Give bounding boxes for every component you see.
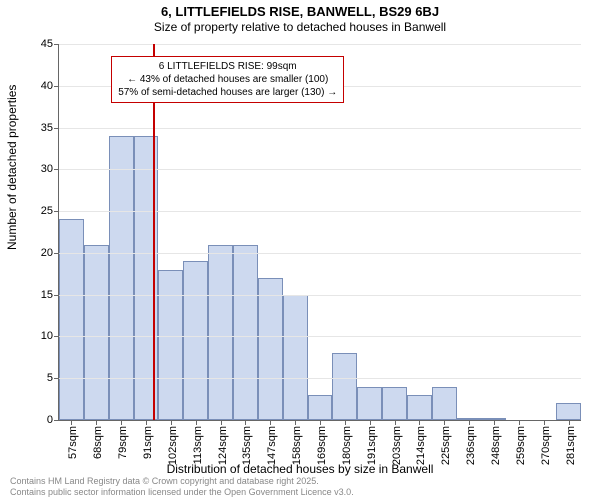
histogram-bar xyxy=(158,270,183,420)
xtick-mark xyxy=(196,420,197,425)
xtick-label: 147sqm xyxy=(266,426,278,465)
xtick-mark xyxy=(121,420,122,425)
ytick-label: 5 xyxy=(47,372,59,384)
ytick-label: 45 xyxy=(41,38,59,50)
histogram-bar xyxy=(382,387,407,420)
xtick-mark xyxy=(270,420,271,425)
ytick-label: 0 xyxy=(47,414,59,426)
xtick-mark xyxy=(245,420,246,425)
gridline xyxy=(59,128,581,129)
xtick-label: 79sqm xyxy=(117,426,129,459)
xtick-mark xyxy=(519,420,520,425)
xtick-label: 113sqm xyxy=(192,426,204,464)
histogram-bar xyxy=(59,219,84,420)
xtick-label: 270sqm xyxy=(540,426,552,465)
footer-line2: Contains public sector information licen… xyxy=(10,487,354,498)
ytick-label: 25 xyxy=(41,205,59,217)
ytick-label: 15 xyxy=(41,289,59,301)
xtick-label: 124sqm xyxy=(217,426,229,465)
xtick-mark xyxy=(444,420,445,425)
xtick-mark xyxy=(146,420,147,425)
xtick-label: 236sqm xyxy=(465,426,477,465)
gridline xyxy=(59,336,581,337)
histogram-bar xyxy=(357,387,382,420)
gridline xyxy=(59,44,581,45)
xtick-mark xyxy=(395,420,396,425)
xtick-label: 135sqm xyxy=(241,426,253,465)
annotation-line2: ← 43% of detached houses are smaller (10… xyxy=(118,73,337,86)
histogram-bar xyxy=(208,245,233,420)
xtick-mark xyxy=(320,420,321,425)
xtick-label: 91sqm xyxy=(142,426,154,459)
ytick-label: 35 xyxy=(41,122,59,134)
xtick-mark xyxy=(419,420,420,425)
xtick-label: 57sqm xyxy=(67,426,79,459)
xtick-mark xyxy=(544,420,545,425)
footer: Contains HM Land Registry data © Crown c… xyxy=(10,476,354,498)
histogram-bar xyxy=(84,245,109,420)
footer-line1: Contains HM Land Registry data © Crown c… xyxy=(10,476,354,487)
ytick-label: 40 xyxy=(41,80,59,92)
ytick-label: 30 xyxy=(41,163,59,175)
histogram-bar xyxy=(233,245,258,420)
xtick-label: 248sqm xyxy=(490,426,502,465)
histogram-bar xyxy=(308,395,333,420)
xtick-mark xyxy=(494,420,495,425)
histogram-bar xyxy=(556,403,581,420)
xtick-label: 180sqm xyxy=(341,426,353,465)
xtick-label: 259sqm xyxy=(515,426,527,465)
chart-title-sub: Size of property relative to detached ho… xyxy=(0,20,600,34)
xtick-label: 191sqm xyxy=(366,426,378,465)
annotation-line3: 57% of semi-detached houses are larger (… xyxy=(118,86,337,99)
x-axis-label: Distribution of detached houses by size … xyxy=(0,462,600,476)
ytick-label: 10 xyxy=(41,330,59,342)
xtick-mark xyxy=(469,420,470,425)
xtick-mark xyxy=(171,420,172,425)
xtick-mark xyxy=(370,420,371,425)
xtick-label: 281sqm xyxy=(565,426,577,465)
xtick-label: 169sqm xyxy=(316,426,328,465)
xtick-label: 225sqm xyxy=(440,426,452,465)
histogram-bar xyxy=(283,295,308,420)
histogram-bar xyxy=(183,261,208,420)
xtick-mark xyxy=(345,420,346,425)
histogram-bar xyxy=(432,387,457,420)
histogram-bar xyxy=(332,353,357,420)
xtick-label: 203sqm xyxy=(391,426,403,465)
xtick-label: 102sqm xyxy=(167,426,179,465)
xtick-label: 214sqm xyxy=(415,426,427,465)
histogram-bar xyxy=(407,395,432,420)
annotation-box: 6 LITTLEFIELDS RISE: 99sqm← 43% of detac… xyxy=(111,56,344,103)
gridline xyxy=(59,169,581,170)
ytick-label: 20 xyxy=(41,247,59,259)
plot-area: 051015202530354045 57sqm68sqm79sqm91sqm1… xyxy=(58,44,581,421)
chart-title-main: 6, LITTLEFIELDS RISE, BANWELL, BS29 6BJ xyxy=(0,4,600,19)
gridline xyxy=(59,378,581,379)
xtick-mark xyxy=(71,420,72,425)
xtick-mark xyxy=(221,420,222,425)
xtick-label: 68sqm xyxy=(92,426,104,459)
gridline xyxy=(59,253,581,254)
xtick-label: 158sqm xyxy=(291,426,303,465)
histogram-bar xyxy=(258,278,283,420)
xtick-mark xyxy=(96,420,97,425)
gridline xyxy=(59,295,581,296)
xtick-mark xyxy=(569,420,570,425)
xtick-mark xyxy=(295,420,296,425)
y-axis-label: Number of detached properties xyxy=(5,85,19,250)
annotation-line1: 6 LITTLEFIELDS RISE: 99sqm xyxy=(118,60,337,73)
gridline xyxy=(59,211,581,212)
